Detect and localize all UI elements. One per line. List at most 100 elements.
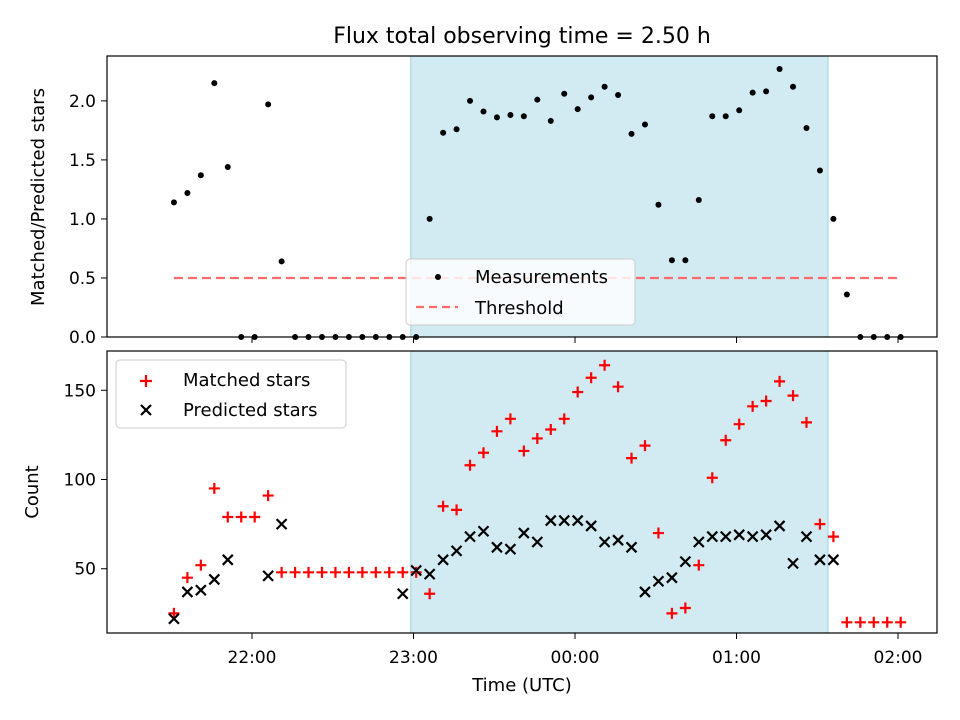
y-tick-label: 1.5 [69, 151, 96, 171]
predicted-star-marker [531, 536, 544, 548]
measurement-point [709, 113, 716, 120]
matched-star-marker [814, 518, 826, 530]
predicted-star-marker [423, 568, 436, 580]
matched-star-marker [235, 511, 247, 523]
measurement-point [561, 90, 568, 97]
matched-star-marker [477, 447, 489, 459]
matched-star-marker [666, 607, 678, 619]
x-axis-label: Time (UTC) [471, 675, 572, 696]
chart-title: Flux total observing time = 2.50 h [333, 24, 711, 49]
matched-star-marker [464, 459, 476, 471]
ratio-y-axis-label: Matched/Predicted stars [28, 88, 49, 306]
predicted-star-marker [679, 555, 692, 568]
matched-star-marker [599, 359, 611, 371]
predicted-star-marker [396, 587, 409, 600]
matched-star-marker [800, 416, 812, 428]
predicted-star-marker [827, 554, 840, 566]
predicted-star-marker [275, 518, 288, 530]
measurement-point [722, 113, 729, 120]
y-tick-label: 50 [74, 560, 96, 580]
matched-star-marker [787, 390, 799, 402]
matched-star-marker [585, 372, 597, 384]
measurement-point [816, 167, 823, 174]
measurement-point [763, 88, 770, 95]
predicted-star-marker [585, 520, 597, 532]
predicted-star-marker [625, 541, 638, 554]
count-y-axis-label: Count [22, 465, 43, 518]
measurement-point [749, 89, 756, 96]
predicted-star-marker [666, 571, 678, 584]
matched-star-marker [397, 566, 409, 578]
count-axes-frame [106, 350, 938, 634]
measurement-point [655, 201, 662, 208]
ratio-plot-area [170, 65, 904, 340]
y-tick-label: 2.0 [69, 92, 96, 112]
predicted-star-marker [800, 530, 813, 543]
legend-matched-label: Matched stars [183, 370, 310, 391]
matched-star-marker [276, 566, 288, 578]
matched-star-marker [424, 588, 436, 600]
count-legend-box [115, 359, 347, 429]
matched-star-marker [370, 566, 382, 578]
x-tick-label: 23:00 [389, 648, 438, 668]
predicted-star-marker [693, 536, 705, 548]
matched-star-marker [491, 425, 503, 437]
matched-star-marker [531, 432, 543, 444]
measurement-point [668, 257, 675, 264]
predicted-star-marker [773, 520, 786, 532]
matched-star-marker [410, 566, 422, 578]
measurement-point [547, 117, 554, 124]
ratio-axes-frame [106, 55, 938, 338]
matched-star-marker [195, 559, 207, 571]
measurement-point [736, 107, 743, 114]
measurement-point [224, 163, 231, 170]
predicted-star-marker [706, 530, 719, 543]
predicted-star-marker [612, 534, 624, 546]
predicted-star-marker [571, 514, 584, 527]
measurement-point [211, 80, 218, 87]
y-tick-label: 1.0 [69, 210, 96, 230]
measurement-point [197, 172, 204, 179]
matched-star-marker [343, 566, 355, 578]
matched-star-marker [639, 440, 651, 452]
predicted-star-marker [437, 554, 449, 566]
predicted-star-marker [733, 529, 745, 541]
matched-star-marker [827, 531, 839, 543]
observing-window-shade-bottom [410, 350, 829, 634]
measurement-point [830, 215, 837, 222]
matched-star-marker [181, 572, 193, 584]
matched-star-marker [518, 445, 530, 457]
measurement-point [843, 291, 850, 298]
predicted-star-marker [639, 586, 651, 598]
y-tick-label: 150 [64, 381, 96, 401]
predicted-star-marker [504, 543, 517, 555]
measurement-point [520, 113, 527, 120]
predicted-star-marker [518, 527, 530, 539]
predicted-star-marker [477, 525, 490, 538]
predicted-star-marker [598, 536, 611, 548]
predicted-star-marker [746, 530, 759, 543]
ratio-x-ticks [251, 337, 899, 343]
matched-star-marker [854, 616, 866, 628]
x-tick-label: 02:00 [874, 648, 923, 668]
ratio-y-ticks: 0.0 0.5 1.0 1.5 2.0 [69, 92, 107, 348]
legend-predicted-label: Predicted stars [183, 400, 317, 421]
measurement-point [278, 258, 285, 265]
measurement-point [493, 114, 500, 121]
predicted-star-marker [168, 612, 180, 625]
matched-star-marker [558, 413, 570, 425]
matched-star-marker [356, 566, 368, 578]
count-y-ticks: 50 100 150 [64, 381, 107, 580]
y-tick-label: 0.5 [69, 269, 96, 289]
y-tick-label: 100 [64, 471, 96, 491]
ratio-panel: 0.0 0.5 1.0 1.5 2.0 Flux total observing tim… [28, 24, 938, 348]
matched-star-marker [383, 566, 395, 578]
predicted-star-marker [181, 586, 194, 598]
measurement-point [682, 257, 689, 264]
matched-star-marker [303, 566, 315, 578]
measurement-point [641, 121, 648, 128]
matched-star-marker [720, 434, 732, 446]
matched-star-marker [451, 504, 463, 516]
measurement-point [534, 96, 541, 103]
